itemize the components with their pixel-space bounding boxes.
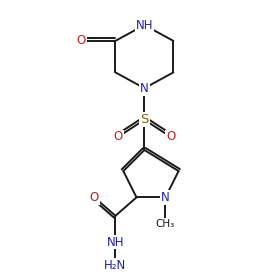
- Text: N: N: [161, 191, 170, 204]
- Text: O: O: [90, 191, 99, 204]
- Text: O: O: [77, 34, 86, 47]
- Text: NH: NH: [107, 235, 124, 249]
- Text: CH₃: CH₃: [156, 219, 175, 229]
- Text: NH: NH: [136, 19, 153, 32]
- Text: O: O: [114, 130, 123, 143]
- Text: H₂N: H₂N: [104, 259, 127, 272]
- Text: S: S: [140, 113, 149, 126]
- Text: N: N: [140, 82, 149, 95]
- Text: O: O: [166, 130, 175, 143]
